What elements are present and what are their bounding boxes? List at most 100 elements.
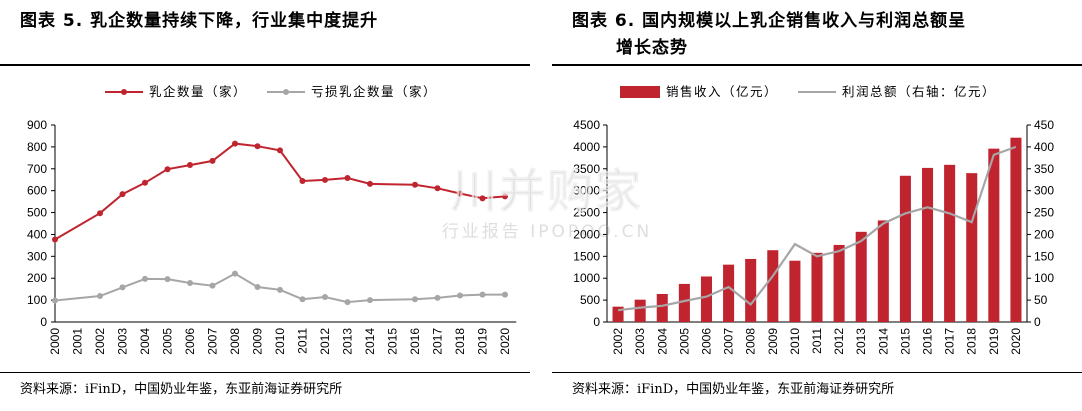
y-tick-label: 700 (27, 162, 47, 176)
y2-tick-label: 250 (1034, 206, 1054, 220)
x-tick-label: 2003 (116, 328, 130, 355)
y-tick-label: 100 (27, 293, 47, 307)
data-point (232, 270, 238, 277)
bar (767, 250, 779, 322)
x-tick-label: 2008 (744, 328, 758, 355)
data-point (502, 193, 508, 200)
data-point (412, 296, 418, 303)
data-point (344, 299, 351, 306)
right-figure-title: 图表 6. 国内规模以上乳企销售收入与利润总额呈 增长态势 (572, 8, 966, 62)
data-point (299, 178, 306, 185)
right-figure: 图表 6. 国内规模以上乳企销售收入与利润总额呈 增长态势 销售收入（亿元） 利润… (552, 0, 1082, 411)
data-point (97, 210, 103, 217)
data-point (52, 236, 58, 243)
x-tick-label: 2016 (921, 328, 935, 355)
data-point (187, 280, 193, 287)
x-tick-label: 2019 (476, 328, 490, 355)
y-tick-label: 1000 (573, 271, 600, 285)
x-tick-label: 2001 (71, 328, 85, 355)
bar (700, 276, 712, 322)
bar (944, 164, 956, 322)
x-tick-label: 2020 (1009, 328, 1023, 355)
y-tick-label: 500 (27, 206, 47, 220)
x-tick-label: 2009 (766, 328, 780, 355)
legend-marker-1 (283, 89, 289, 95)
data-point (209, 282, 216, 289)
x-tick-label: 2000 (48, 328, 62, 355)
legend-label-0: 乳企数量（家） (149, 84, 247, 99)
legend-label-bar: 销售收入（亿元） (666, 84, 778, 99)
x-tick-label: 2014 (876, 328, 890, 355)
bar (877, 220, 889, 322)
legend-label-line: 利润总额（右轴：亿元） (842, 84, 996, 99)
right-bar-line-chart: 销售收入（亿元） 利润总额（右轴：亿元）050010001500200025003… (573, 84, 1054, 355)
data-point (299, 296, 306, 303)
left-figure-title: 图表 5. 乳企数量持续下降，行业集中度提升 (20, 11, 379, 31)
data-point (187, 162, 193, 169)
y-tick-label: 800 (27, 140, 47, 154)
data-point (434, 294, 441, 301)
data-point (479, 291, 486, 298)
y-tick-label: 500 (580, 293, 600, 307)
y-tick-label: 0 (40, 315, 47, 329)
right-bottom-rule (552, 372, 1082, 373)
right-title-line2: 增长态势 (616, 38, 688, 58)
y2-tick-label: 350 (1034, 162, 1054, 176)
bar (634, 299, 646, 322)
data-point (142, 179, 148, 186)
left-legend: 乳企数量（家） 亏损乳企数量（家） (105, 84, 436, 99)
left-bottom-rule (0, 372, 530, 373)
y-tick-label: 3500 (573, 162, 600, 176)
y-tick-label: 4500 (573, 118, 600, 132)
right-source: 资料来源：iFinD，中国奶业年鉴，东亚前海证券研究所 (572, 382, 895, 397)
data-point (232, 140, 238, 147)
data-point (367, 180, 373, 187)
x-tick-label: 2011 (296, 328, 310, 354)
x-tick-label: 2011 (810, 328, 824, 354)
y-tick-label: 3000 (573, 184, 600, 198)
y2-tick-label: 0 (1034, 315, 1041, 329)
data-point (142, 275, 148, 282)
bar (922, 167, 934, 322)
bar (811, 252, 823, 322)
data-point (119, 191, 126, 198)
x-tick-label: 2004 (138, 328, 152, 355)
bar (988, 148, 1000, 322)
y2-tick-label: 50 (1034, 293, 1048, 307)
bar (966, 173, 978, 322)
data-point (164, 276, 171, 283)
x-tick-label: 2013 (341, 328, 355, 355)
bar (855, 231, 867, 322)
bar (745, 258, 757, 322)
left-title-rule (0, 64, 530, 66)
x-tick-label: 2018 (453, 328, 467, 355)
x-tick-label: 2007 (722, 328, 736, 355)
x-tick-label: 2007 (206, 328, 220, 355)
y-tick-label: 300 (27, 249, 47, 263)
x-tick-label: 2013 (854, 328, 868, 355)
x-tick-label: 2003 (633, 328, 647, 355)
x-tick-label: 2002 (611, 328, 625, 355)
bar (899, 175, 911, 322)
x-tick-label: 2006 (183, 328, 197, 355)
data-point (322, 294, 328, 301)
x-tick-label: 2017 (431, 328, 445, 355)
y2-tick-label: 450 (1034, 118, 1054, 132)
x-tick-label: 2015 (898, 328, 912, 355)
y-tick-label: 400 (27, 227, 47, 241)
x-tick-label: 2005 (161, 328, 175, 355)
x-tick-label: 2006 (699, 328, 713, 355)
x-tick-label: 2004 (655, 328, 669, 355)
legend-bar-swatch (620, 86, 660, 98)
data-point (457, 190, 463, 197)
data-point (277, 286, 283, 293)
data-point (277, 147, 283, 154)
data-point (457, 292, 463, 299)
x-tick-label: 2010 (788, 328, 802, 355)
y-tick-label: 2000 (573, 227, 600, 241)
left-figure: 图表 5. 乳企数量持续下降，行业集中度提升 乳企数量（家） 亏损乳企数量（家） 0… (0, 0, 530, 411)
left-series-1 (52, 270, 508, 306)
y2-tick-label: 200 (1034, 227, 1054, 241)
y-tick-label: 4000 (573, 140, 600, 154)
data-point (412, 181, 418, 188)
